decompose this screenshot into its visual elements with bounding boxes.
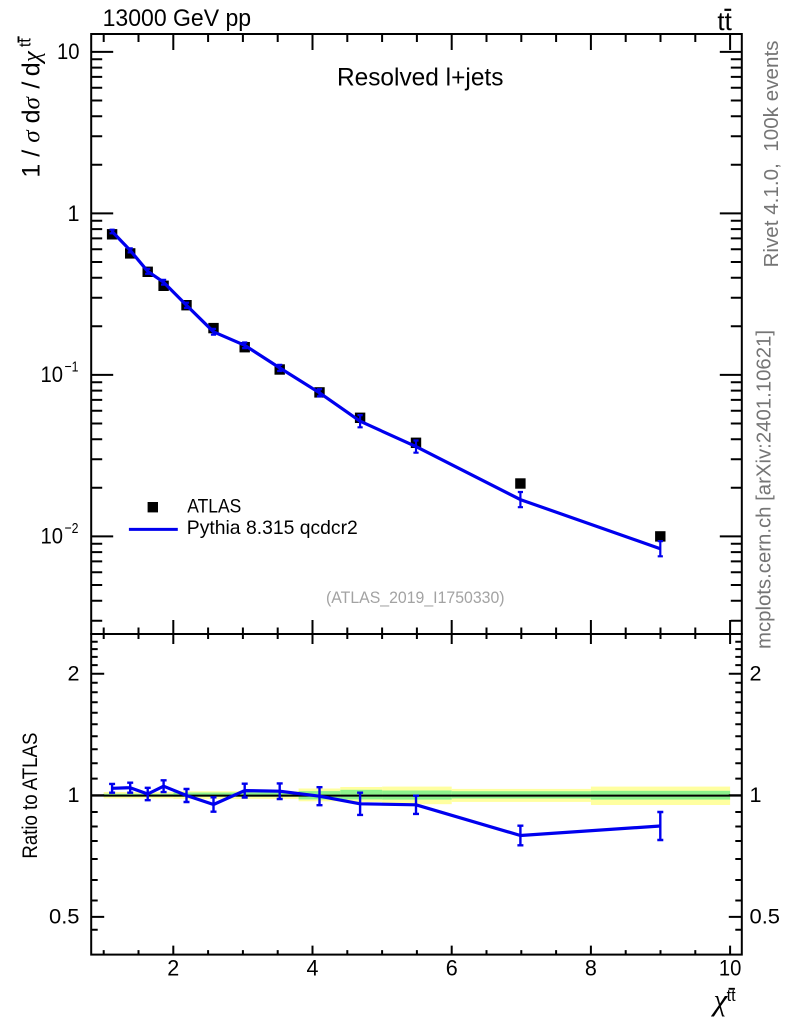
svg-text:d: d (17, 62, 45, 76)
svg-text:χ: χ (18, 50, 45, 64)
svg-text:(ATLAS_2019_I1750330): (ATLAS_2019_I1750330) (326, 588, 505, 607)
svg-text:χ: χ (711, 982, 729, 1017)
svg-text:Rivet 4.1.0, 100k events: Rivet 4.1.0, 100k events (761, 41, 783, 268)
svg-text:Pythia 8.315 qcdcr2: Pythia 8.315 qcdcr2 (187, 517, 358, 539)
svg-text:0.5: 0.5 (750, 906, 781, 929)
svg-text:σ: σ (18, 129, 45, 143)
svg-text:2: 2 (167, 956, 179, 981)
svg-text:4: 4 (307, 956, 319, 981)
svg-text:10: 10 (57, 39, 80, 64)
svg-text:10: 10 (719, 956, 742, 981)
svg-text:−1: −1 (65, 359, 79, 376)
svg-text:10: 10 (41, 362, 64, 387)
svg-text:13000 GeV pp: 13000 GeV pp (103, 5, 252, 32)
svg-text:2: 2 (750, 662, 762, 685)
svg-text:1: 1 (750, 784, 762, 807)
svg-text:2: 2 (68, 662, 80, 685)
svg-text:1: 1 (68, 784, 80, 807)
svg-text:tt: tt (15, 38, 34, 47)
svg-text:mcplots.cern.ch [arXiv:2401.10: mcplots.cern.ch [arXiv:2401.10621] (754, 330, 776, 649)
svg-text:0.5: 0.5 (49, 906, 80, 929)
svg-text:tt: tt (717, 6, 732, 36)
svg-text:/: / (17, 82, 45, 89)
svg-text:10: 10 (41, 524, 64, 549)
svg-text:1: 1 (68, 201, 80, 226)
svg-text:σ: σ (18, 96, 45, 110)
svg-text:d: d (17, 109, 45, 123)
svg-text:tt: tt (727, 986, 736, 1005)
svg-text:ATLAS: ATLAS (187, 496, 241, 518)
svg-text:6: 6 (446, 956, 458, 981)
svg-text:/: / (17, 150, 45, 157)
svg-text:−2: −2 (65, 520, 79, 537)
svg-text:Ratio to ATLAS: Ratio to ATLAS (19, 733, 42, 859)
svg-text:8: 8 (585, 956, 597, 981)
svg-text:1: 1 (17, 164, 45, 178)
svg-text:Resolved l+jets: Resolved l+jets (337, 64, 504, 92)
